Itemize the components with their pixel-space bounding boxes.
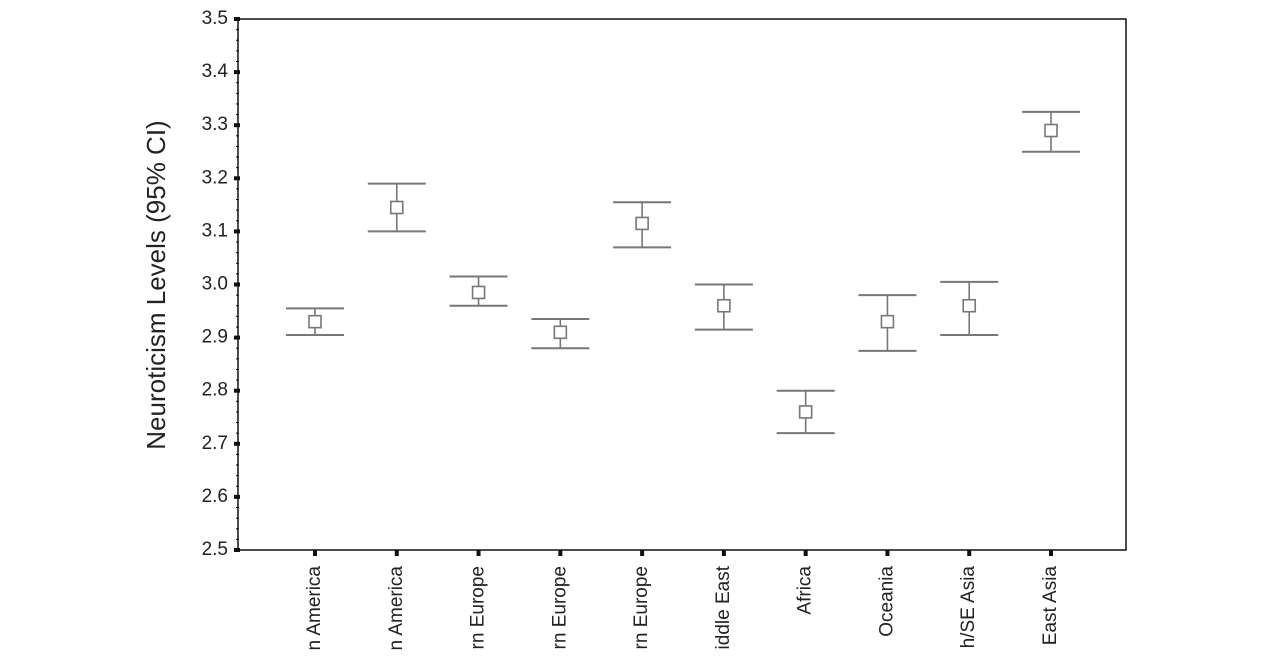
- error-bar-group: [531, 318, 590, 350]
- x-tick: [803, 550, 808, 556]
- error-bar-group: [694, 283, 753, 331]
- x-tick: [1049, 550, 1053, 556]
- y-tick-label: 3.4: [202, 61, 229, 82]
- x-category-label: Oceania: [876, 566, 897, 637]
- mean-marker: [717, 298, 731, 313]
- error-bar-group: [1022, 110, 1080, 153]
- x-tick: [476, 550, 481, 556]
- mean-marker: [1044, 123, 1058, 138]
- x-tick: [967, 550, 972, 556]
- y-major-tick: [234, 335, 240, 340]
- x-tick: [558, 550, 563, 556]
- y-tick-label: 2.6: [202, 486, 228, 507]
- error-bar-group: [940, 280, 999, 336]
- x-tick: [640, 550, 645, 556]
- x-tick: [313, 550, 317, 556]
- y-tick-label: 2.9: [202, 327, 228, 348]
- y-major-tick: [234, 176, 240, 181]
- y-tick-label: 2.8: [202, 380, 228, 401]
- x-tick: [394, 550, 399, 556]
- y-major-tick: [234, 494, 240, 499]
- x-category-label: n America: [304, 566, 325, 651]
- error-bars: [286, 110, 1080, 435]
- y-tick-label: 3.1: [202, 220, 228, 241]
- x-category-label: rn Europe: [468, 566, 489, 649]
- x-category-label: iddle East: [713, 565, 734, 649]
- y-major-tick: [234, 548, 240, 552]
- mean-marker: [308, 314, 322, 329]
- y-major-tick: [234, 229, 240, 234]
- mean-marker: [798, 405, 813, 419]
- x-category-label: h/SE Asia: [958, 566, 979, 649]
- mean-marker: [471, 285, 486, 300]
- y-major-tick: [234, 388, 240, 393]
- y-axis-label: Neuroticism Levels (95% CI): [141, 120, 171, 449]
- x-category-label: rn Europe: [549, 566, 570, 649]
- y-major-tick: [234, 282, 240, 287]
- error-bar-group: [613, 201, 672, 249]
- y-axis: 2.5 2.6 2.7 2.8 2.9 3.0 3.1 3.2 3.3 3.4 3.5: [202, 8, 240, 560]
- y-tick-label: 2.7: [202, 433, 228, 454]
- y-tick-label: 3.3: [202, 114, 228, 135]
- y-tick-label: 3.0: [202, 274, 228, 295]
- x-axis: n America n America rn Europe rn Europe rn E…: [304, 550, 1061, 650]
- x-category-label: n America: [386, 566, 407, 651]
- error-bar-group: [449, 275, 508, 307]
- mean-marker: [389, 200, 404, 215]
- mean-marker: [553, 325, 568, 340]
- y-major-tick: [234, 123, 240, 128]
- y-tick-label: 2.5: [202, 539, 228, 560]
- mean-marker: [635, 216, 649, 231]
- error-bar-group: [367, 182, 426, 233]
- x-tick: [721, 550, 726, 556]
- x-category-label: Africa: [795, 566, 816, 615]
- plot-frame: [237, 18, 1127, 551]
- mean-marker: [962, 298, 977, 313]
- x-tick: [885, 550, 890, 556]
- error-bar-group: [776, 389, 835, 435]
- x-category-label: rn Europe: [631, 566, 652, 649]
- y-major-tick: [234, 17, 240, 21]
- y-tick-label: 3.2: [202, 167, 228, 188]
- y-major-tick: [234, 70, 240, 75]
- error-bar-group: [858, 294, 917, 352]
- x-category-label: East Asia: [1040, 566, 1061, 646]
- y-tick-label: 3.5: [202, 8, 228, 29]
- mean-marker: [880, 314, 895, 329]
- error-bar-group: [286, 307, 344, 336]
- y-major-tick: [234, 441, 240, 446]
